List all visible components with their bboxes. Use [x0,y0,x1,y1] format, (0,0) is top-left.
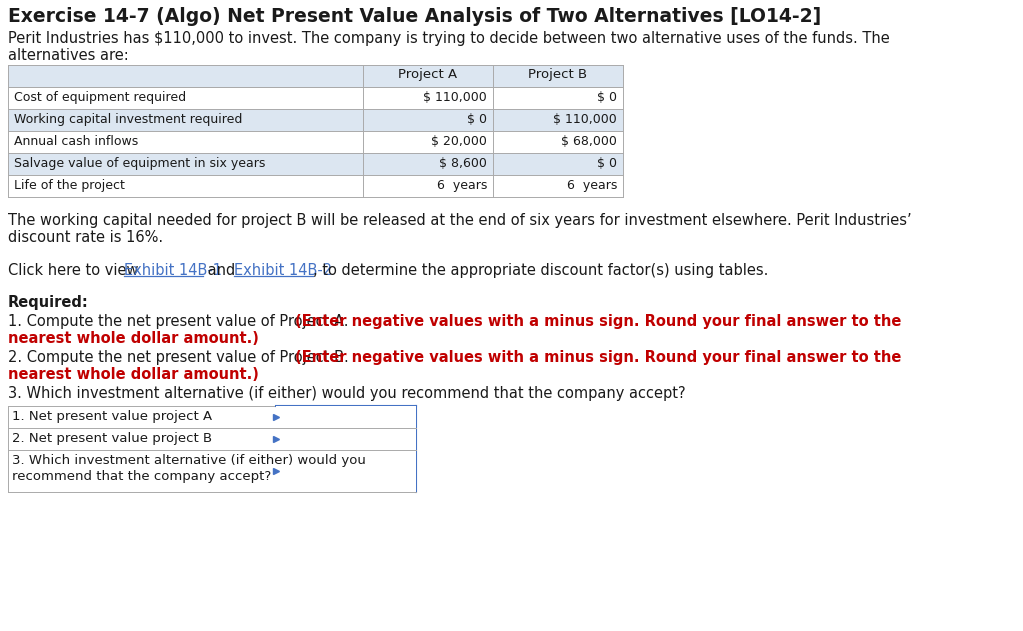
Text: 2. Net present value project B: 2. Net present value project B [12,432,212,445]
Text: Exhibit 14B-1: Exhibit 14B-1 [124,263,222,278]
Text: Cost of equipment required: Cost of equipment required [14,91,186,104]
Text: Project B: Project B [529,68,587,81]
Bar [8,109,623,131]
Text: Exercise 14-7 (Algo) Net Present Value Analysis of Two Alternatives [LO14-2]: Exercise 14-7 (Algo) Net Present Value A… [8,7,821,26]
Bar [8,428,416,450]
Text: 2. Compute the net present value of Project B.: 2. Compute the net present value of Proj… [8,350,353,365]
Bar [8,131,623,153]
Text: Life of the project: Life of the project [14,179,125,192]
Text: $ 68,000: $ 68,000 [562,135,617,148]
Text: 1. Net present value project A: 1. Net present value project A [12,410,212,423]
Text: 1. Compute the net present value of Project A.: 1. Compute the net present value of Proj… [8,314,353,329]
Bar [276,428,416,450]
Text: alternatives are:: alternatives are: [8,48,129,63]
Bar [276,406,416,428]
Text: 3. Which investment alternative (if either) would you recommend that the company: 3. Which investment alternative (if eith… [8,386,685,401]
Text: $ 0: $ 0 [597,157,617,170]
Bar [8,87,623,109]
Text: $ 110,000: $ 110,000 [424,91,487,104]
Text: Perit Industries has $110,000 to invest. The company is trying to decide between: Perit Industries has $110,000 to invest.… [8,31,890,46]
Bar [8,450,416,492]
Text: $ 0: $ 0 [468,113,487,126]
Text: The working capital needed for project B will be released at the end of six year: The working capital needed for project B… [8,213,911,228]
Text: (Enter negative values with a minus sign. Round your final answer to the: (Enter negative values with a minus sign… [295,314,901,329]
Text: 6  years: 6 years [567,179,617,192]
Text: Project A: Project A [398,68,457,81]
Bar [8,175,623,197]
Text: $ 110,000: $ 110,000 [553,113,617,126]
Text: Exhibit 14B-2: Exhibit 14B-2 [233,263,331,278]
Text: Salvage value of equipment in six years: Salvage value of equipment in six years [14,157,265,170]
Text: nearest whole dollar amount.): nearest whole dollar amount.) [8,367,259,382]
Text: (Enter negative values with a minus sign. Round your final answer to the: (Enter negative values with a minus sign… [295,350,901,365]
Text: $ 0: $ 0 [597,91,617,104]
Text: Working capital investment required: Working capital investment required [14,113,242,126]
Text: , to determine the appropriate discount factor(s) using tables.: , to determine the appropriate discount … [313,263,768,278]
Text: Required:: Required: [8,295,89,310]
Bar [276,450,416,492]
Text: Click here to view: Click here to view [8,263,143,278]
Text: $ 8,600: $ 8,600 [439,157,487,170]
Text: discount rate is 16%.: discount rate is 16%. [8,230,163,245]
Text: nearest whole dollar amount.): nearest whole dollar amount.) [8,331,259,346]
Text: 6  years: 6 years [437,179,487,192]
Text: recommend that the company accept?: recommend that the company accept? [12,470,271,483]
Text: and: and [204,263,240,278]
Text: Annual cash inflows: Annual cash inflows [14,135,138,148]
Bar [8,406,416,428]
Text: 3. Which investment alternative (if either) would you: 3. Which investment alternative (if eith… [12,454,366,467]
Bar [8,65,623,87]
Bar [8,153,623,175]
Text: $ 20,000: $ 20,000 [431,135,487,148]
